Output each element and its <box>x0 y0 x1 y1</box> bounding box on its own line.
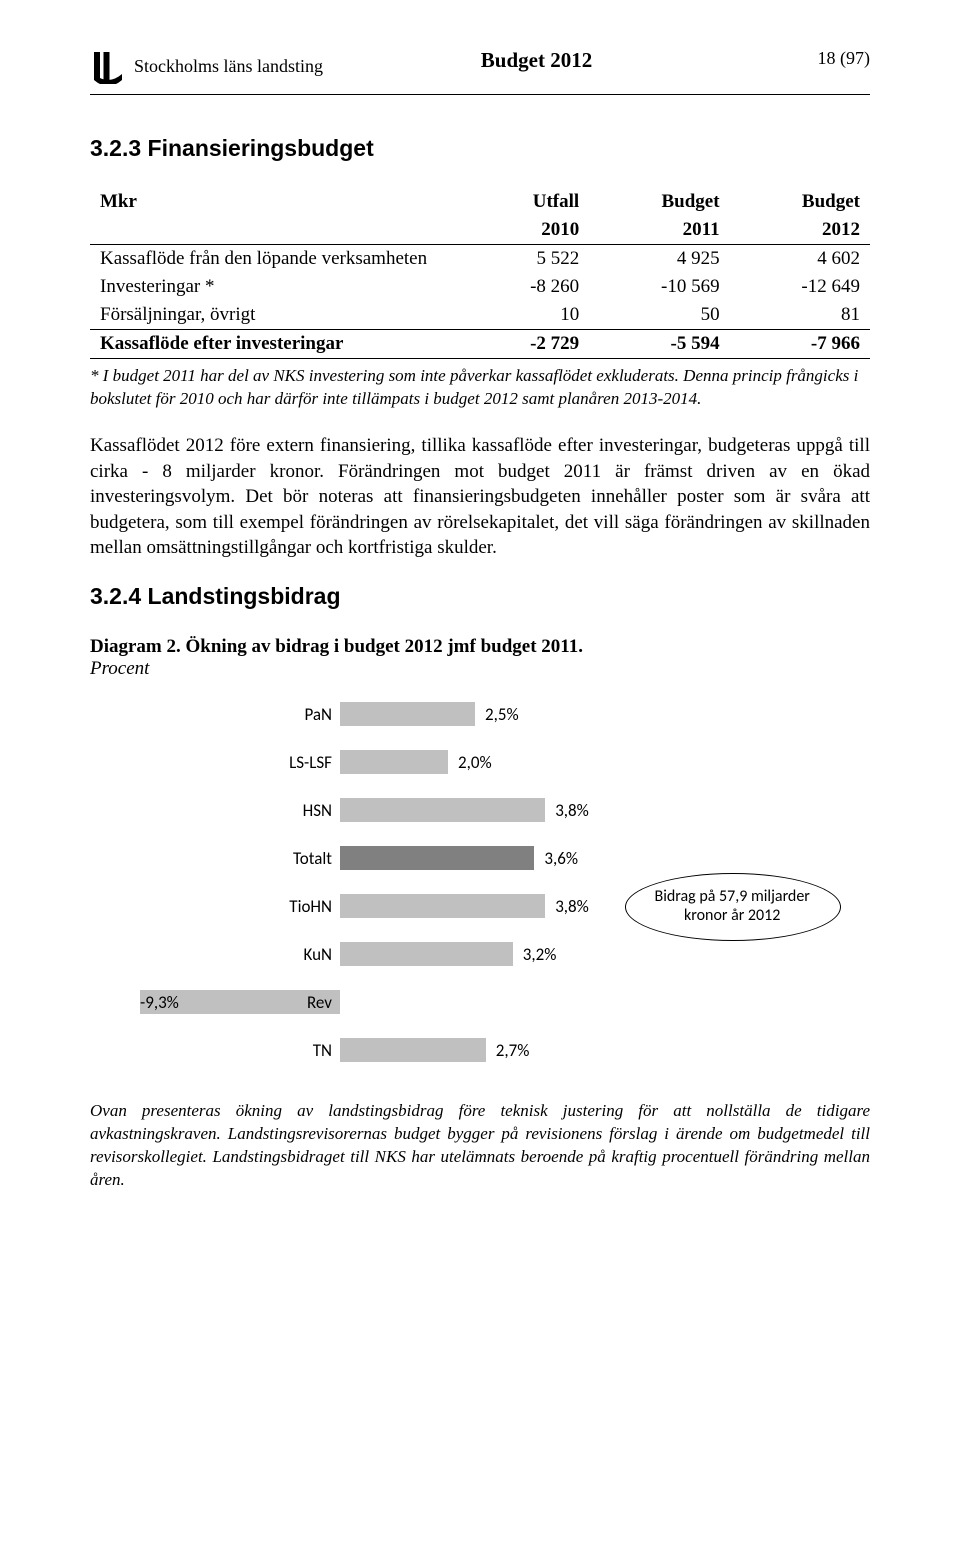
heading-324: 3.2.4 Landstingsbidrag <box>90 583 870 610</box>
bar <box>340 702 475 726</box>
th: 2011 <box>589 216 729 245</box>
page-number: 18 (97) <box>750 48 870 69</box>
table-footnote: * I budget 2011 har del av NKS investeri… <box>90 365 870 411</box>
category-label: TN <box>276 1040 332 1061</box>
bidrag-chart: PaN 2,5% LS-LSF 2,0% HSN 3,8% Totalt 3,6% TioHN 3… <box>140 690 820 1084</box>
cell: -12 649 <box>730 273 870 301</box>
chart-row: LS-LSF 2,0% <box>140 738 820 786</box>
table-row: Kassaflöde från den löpande verksamheten… <box>90 245 870 274</box>
diagram-title-text: Diagram 2. Ökning av bidrag i budget 201… <box>90 636 583 657</box>
cell: -2 729 <box>449 330 589 359</box>
cell: -7 966 <box>730 330 870 359</box>
cell: 50 <box>589 301 729 330</box>
th: Budget <box>730 188 870 216</box>
bar <box>340 798 545 822</box>
category-label: PaN <box>276 704 332 725</box>
chart-row: PaN 2,5% <box>140 690 820 738</box>
value-label: 3,2% <box>523 944 557 965</box>
category-label: TioHN <box>276 896 332 917</box>
bar <box>340 846 534 870</box>
category-label: Totalt <box>276 848 332 869</box>
header-divider <box>90 94 870 95</box>
row-label: Kassaflöde från den löpande verksamheten <box>90 245 449 274</box>
callout: Bidrag på 57,9 miljarderkronor år 2012 <box>625 873 839 939</box>
chart-row: HSN 3,8% <box>140 786 820 834</box>
row-label: Kassaflöde efter investeringar <box>90 330 449 359</box>
th: Mkr <box>90 188 449 216</box>
th: 2012 <box>730 216 870 245</box>
value-label: 3,6% <box>544 848 578 869</box>
tail-note: Ovan presenteras ökning av landstingsbid… <box>90 1100 870 1192</box>
cell: 5 522 <box>449 245 589 274</box>
cell: -5 594 <box>589 330 729 359</box>
callout-text: Bidrag på 57,9 miljarderkronor år 2012 <box>625 887 839 925</box>
heading-323: 3.2.3 Finansieringsbudget <box>90 135 870 162</box>
value-label: 2,0% <box>458 752 492 773</box>
table-row: Investeringar *-8 260-10 569-12 649 <box>90 273 870 301</box>
brand-text: Stockholms läns landsting <box>134 56 323 77</box>
financing-table: MkrUtfallBudgetBudget 201020112012 Kassa… <box>90 188 870 359</box>
cell: 81 <box>730 301 870 330</box>
category-label: Rev <box>276 992 332 1013</box>
value-label: 2,7% <box>496 1040 530 1061</box>
chart-row: Rev -9,3% <box>140 978 820 1026</box>
th: 2010 <box>449 216 589 245</box>
th: Budget <box>589 188 729 216</box>
cell: 4 925 <box>589 245 729 274</box>
doc-title: Budget 2012 <box>323 48 750 73</box>
value-label: -9,3% <box>140 992 179 1013</box>
cell: 10 <box>449 301 589 330</box>
th <box>90 216 449 245</box>
value-label: 3,8% <box>555 896 589 917</box>
diagram-subtitle: Procent <box>90 658 870 680</box>
table-row: Försäljningar, övrigt105081 <box>90 301 870 330</box>
chart-row: TN 2,7% <box>140 1026 820 1074</box>
body-323: Kassaflödet 2012 före extern finansierin… <box>90 433 870 561</box>
category-label: HSN <box>276 800 332 821</box>
category-label: KuN <box>276 944 332 965</box>
cell: 4 602 <box>730 245 870 274</box>
value-label: 3,8% <box>555 800 589 821</box>
row-label: Investeringar * <box>90 273 449 301</box>
cell: -10 569 <box>589 273 729 301</box>
bar <box>340 894 545 918</box>
bar <box>340 942 513 966</box>
total-row: Kassaflöde efter investeringar-2 729-5 5… <box>90 330 870 359</box>
value-label: 2,5% <box>485 704 519 725</box>
bar <box>340 750 448 774</box>
brand: Stockholms läns landsting <box>90 48 323 84</box>
cell: -8 260 <box>449 273 589 301</box>
category-label: LS-LSF <box>276 752 332 773</box>
brand-logo-icon <box>90 48 126 84</box>
bar <box>340 1038 486 1062</box>
row-label: Försäljningar, övrigt <box>90 301 449 330</box>
th: Utfall <box>449 188 589 216</box>
diagram-title: Diagram 2. Ökning av bidrag i budget 201… <box>90 636 870 658</box>
